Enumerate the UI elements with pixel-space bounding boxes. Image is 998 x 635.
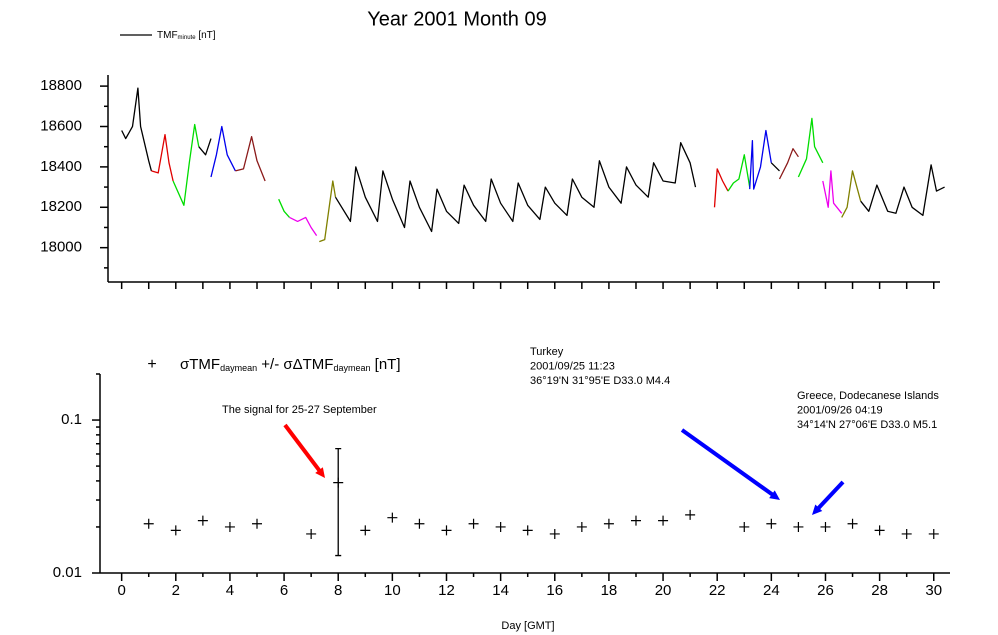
annotation: 2001/09/26 04:19: [797, 404, 883, 416]
y-tick-label: 18400: [40, 158, 82, 175]
x-tick-label: 2: [172, 582, 180, 599]
marker: [901, 528, 912, 539]
x-tick-label: 20: [655, 582, 672, 599]
marker: [549, 528, 560, 539]
data-line: [822, 170, 843, 214]
y-tick-label: 0.1: [61, 411, 82, 428]
data-line: [778, 148, 799, 180]
legend-label-part: σTMF: [180, 356, 220, 373]
data-line: [235, 135, 266, 182]
data-line: [749, 129, 772, 190]
annotation-arrowhead: [769, 490, 780, 500]
annotation-arrow: [680, 428, 775, 498]
legend-label-part: [nT]: [196, 30, 216, 41]
data-line: [198, 138, 212, 156]
data-line: [727, 154, 751, 192]
x-tick-label: 12: [438, 582, 455, 599]
marker: [252, 518, 263, 529]
annotation-arrowhead: [315, 467, 325, 478]
marker: [576, 521, 587, 532]
annotation: Turkey: [530, 346, 564, 358]
annotation-arrowhead: [812, 504, 823, 515]
y-tick-label: 0.01: [53, 564, 82, 581]
y-tick-label: 18200: [40, 198, 82, 215]
x-tick-label: 24: [763, 582, 780, 599]
marker: [603, 518, 614, 529]
data-line: [770, 162, 780, 172]
data-line: [860, 164, 945, 217]
legend-label-part: daymean: [333, 363, 370, 373]
legend-label: σTMFdaymean +/- σΔTMFdaymean [nT]: [180, 356, 401, 373]
data-line: [278, 198, 290, 218]
x-tick-label: 10: [384, 582, 401, 599]
legend-label: TMFminute [nT]: [157, 30, 216, 41]
y-tick-label: 18800: [40, 77, 82, 94]
x-tick-label: 8: [334, 582, 342, 599]
marker: [766, 518, 777, 529]
marker: [197, 515, 208, 526]
legend-label-part: TMF: [157, 30, 178, 41]
marker: [522, 525, 533, 536]
error-bar: [335, 448, 342, 557]
marker: [143, 518, 154, 529]
x-axis-label: Day [GMT]: [501, 620, 554, 632]
legend-label-part: minute: [178, 35, 197, 41]
annotation-arrow: [815, 480, 845, 511]
marker: [441, 525, 452, 536]
data-line: [797, 117, 824, 178]
chart-title: Year 2001 Month 09: [367, 8, 546, 30]
marker: [224, 521, 235, 532]
x-tick-label: 6: [280, 582, 288, 599]
data-line: [151, 133, 174, 182]
x-tick-label: 28: [871, 582, 888, 599]
marker: [820, 521, 831, 532]
legend-label-part: daymean: [220, 363, 257, 373]
legend-marker: +: [147, 356, 156, 373]
annotation: 36°19'N 31°95'E D33.0 M4.4: [530, 375, 670, 387]
marker: [170, 525, 181, 536]
marker: [360, 525, 371, 536]
marker: [468, 518, 479, 529]
annotation: 34°14'N 27°06'E D33.0 M5.1: [797, 419, 937, 431]
marker: [306, 528, 317, 539]
data-line: [841, 170, 862, 218]
marker: [387, 512, 398, 523]
annotation-arrow: [283, 423, 322, 474]
annotation: Greece, Dodecanese Islands: [797, 390, 939, 402]
data-line: [319, 180, 337, 243]
marker: [793, 521, 804, 532]
marker: [414, 518, 425, 529]
data-line: [289, 216, 318, 236]
x-tick-label: 18: [601, 582, 618, 599]
marker: [630, 515, 641, 526]
data-line: [121, 87, 153, 172]
marker: [658, 515, 669, 526]
annotation: 2001/09/25 11:23: [530, 360, 615, 372]
x-tick-label: 26: [817, 582, 834, 599]
data-line: [334, 142, 697, 233]
x-tick-label: 14: [492, 582, 509, 599]
legend-label-part: [nT]: [371, 356, 401, 373]
legend-label-part: +/- σΔTMF: [257, 356, 333, 373]
marker: [874, 525, 885, 536]
x-tick-label: 30: [925, 582, 942, 599]
x-tick-label: 0: [117, 582, 125, 599]
x-tick-label: 22: [709, 582, 726, 599]
marker: [685, 509, 696, 520]
marker: [928, 528, 939, 539]
marker: [847, 518, 858, 529]
marker: [739, 521, 750, 532]
y-tick-label: 18600: [40, 117, 82, 134]
data-line: [713, 168, 729, 208]
annotation: The signal for 25-27 September: [222, 404, 377, 416]
x-tick-label: 16: [546, 582, 563, 599]
data-line: [210, 125, 236, 178]
marker: [495, 521, 506, 532]
data-line: [172, 123, 200, 206]
y-tick-label: 18000: [40, 239, 82, 256]
x-tick-label: 4: [226, 582, 234, 599]
